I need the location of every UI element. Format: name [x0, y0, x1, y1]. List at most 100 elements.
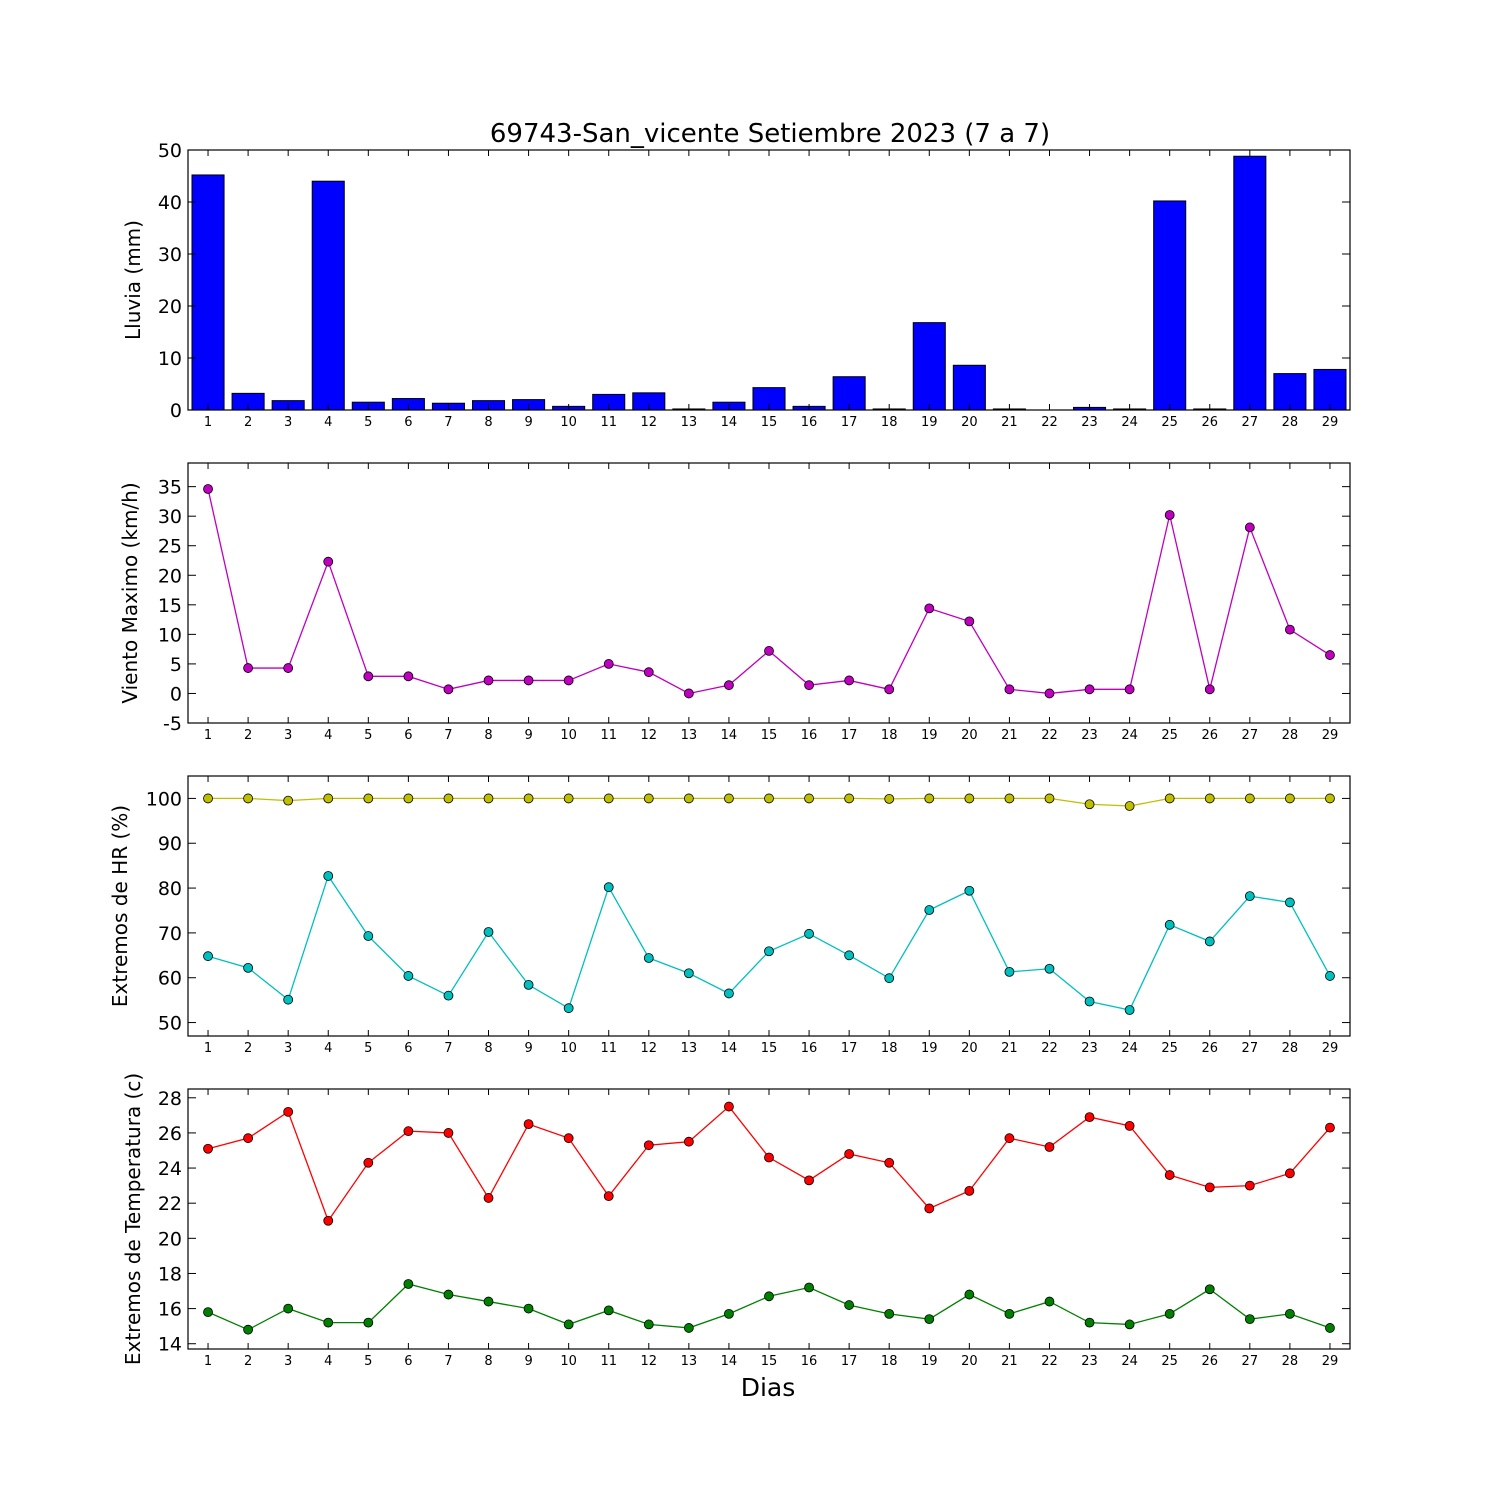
- series-line: [207, 1105, 1331, 1223]
- chart-title: 69743-San_vicente Setiembre 2023 (7 a 7): [490, 119, 1050, 149]
- data-point: [523, 979, 534, 990]
- data-point: [243, 1324, 254, 1335]
- data-point: [724, 988, 734, 999]
- data-point: [683, 968, 694, 979]
- x-tick-label: 8: [484, 728, 492, 743]
- data-point: [603, 1191, 614, 1202]
- x-tick-label: 27: [1242, 1354, 1259, 1369]
- data-point: [1164, 510, 1175, 520]
- data-point: [323, 1215, 334, 1226]
- x-tick-label: 26: [1201, 1041, 1218, 1056]
- data-point: [323, 871, 334, 881]
- rain-bar: [1273, 373, 1307, 411]
- data-point: [1044, 1296, 1055, 1307]
- data-point: [563, 793, 574, 804]
- x-tick-label: 16: [801, 728, 818, 743]
- x-tick-label: 20: [961, 1041, 978, 1056]
- data-point: [243, 663, 254, 673]
- data-point: [563, 675, 574, 686]
- x-tick-label: 21: [1001, 1354, 1018, 1369]
- x-tick-label: 7: [444, 1354, 452, 1369]
- x-tick-label: 3: [284, 415, 292, 430]
- x-tick-label: 4: [324, 415, 332, 430]
- x-tick-label: 10: [560, 1354, 577, 1369]
- data-point: [1244, 793, 1255, 804]
- x-tick-label: 15: [761, 1354, 778, 1369]
- x-tick-label: 19: [921, 415, 938, 430]
- data-point: [1044, 793, 1055, 804]
- data-point: [1164, 1308, 1175, 1319]
- data-point: [1084, 799, 1095, 810]
- y-tick-label: 18: [158, 1263, 182, 1285]
- x-tick-label: 11: [600, 415, 617, 430]
- data-point: [603, 793, 614, 804]
- data-point: [403, 971, 414, 981]
- data-point: [1325, 650, 1335, 660]
- x-tick-label: 25: [1161, 1354, 1178, 1369]
- data-point: [283, 994, 294, 1005]
- x-tick-label: 17: [841, 415, 858, 430]
- x-tick-label: 18: [881, 1041, 898, 1056]
- data-point: [964, 616, 975, 627]
- data-point: [1004, 1133, 1015, 1144]
- x-tick-label: 20: [961, 728, 978, 743]
- y-tick-label: 10: [158, 624, 182, 646]
- data-point: [323, 793, 334, 804]
- data-point: [844, 793, 855, 804]
- x-tick-label: 2: [244, 415, 252, 430]
- x-tick-label: 10: [560, 415, 577, 430]
- data-point: [683, 688, 694, 699]
- data-point: [283, 795, 294, 806]
- data-point: [443, 1289, 454, 1300]
- data-point: [283, 1106, 294, 1117]
- data-point: [363, 931, 374, 941]
- x-tick-label: 13: [681, 415, 698, 430]
- data-point: [1284, 1308, 1295, 1319]
- y-tick-label: 20: [158, 1228, 182, 1250]
- y-axis-label: Lluvia (mm): [121, 220, 145, 340]
- data-point: [884, 1308, 895, 1319]
- data-point: [603, 659, 614, 669]
- x-tick-label: 18: [881, 415, 898, 430]
- x-tick-label: 12: [641, 1354, 658, 1369]
- data-point: [1284, 1168, 1295, 1179]
- x-tick-label: 13: [681, 1041, 698, 1056]
- data-point: [964, 793, 975, 804]
- data-point: [804, 793, 814, 804]
- data-point: [443, 990, 454, 1001]
- x-tick-label: 13: [681, 728, 698, 743]
- data-point: [203, 793, 213, 804]
- x-tick-label: 9: [524, 728, 532, 743]
- data-point: [1204, 793, 1215, 804]
- x-tick-label: 4: [324, 1354, 332, 1369]
- x-tick-label: 26: [1201, 1354, 1218, 1369]
- x-tick-label: 4: [324, 728, 332, 743]
- x-tick-label: 1: [204, 415, 212, 430]
- data-point: [1124, 684, 1135, 695]
- data-point: [363, 793, 374, 804]
- data-point: [724, 1308, 734, 1319]
- x-tick-label: 18: [881, 728, 898, 743]
- x-tick-label: 24: [1121, 1041, 1138, 1056]
- data-point: [523, 675, 534, 686]
- x-tick-label: 26: [1201, 415, 1218, 430]
- data-point: [403, 1279, 414, 1289]
- x-tick-label: 20: [961, 1354, 978, 1369]
- y-tick-label: 24: [158, 1158, 182, 1180]
- data-point: [924, 905, 935, 915]
- y-tick-label: 10: [158, 348, 182, 370]
- x-tick-label: 22: [1041, 1354, 1058, 1369]
- x-tick-label: 15: [761, 1041, 778, 1056]
- rain-bar: [1313, 368, 1347, 411]
- data-point: [643, 953, 654, 963]
- series-line: [207, 874, 1331, 1011]
- data-point: [804, 1282, 814, 1293]
- data-point: [363, 1317, 374, 1328]
- data-point: [964, 1185, 975, 1196]
- data-point: [924, 793, 935, 804]
- x-tick-label: 23: [1081, 728, 1098, 743]
- x-tick-label: 22: [1041, 1041, 1058, 1056]
